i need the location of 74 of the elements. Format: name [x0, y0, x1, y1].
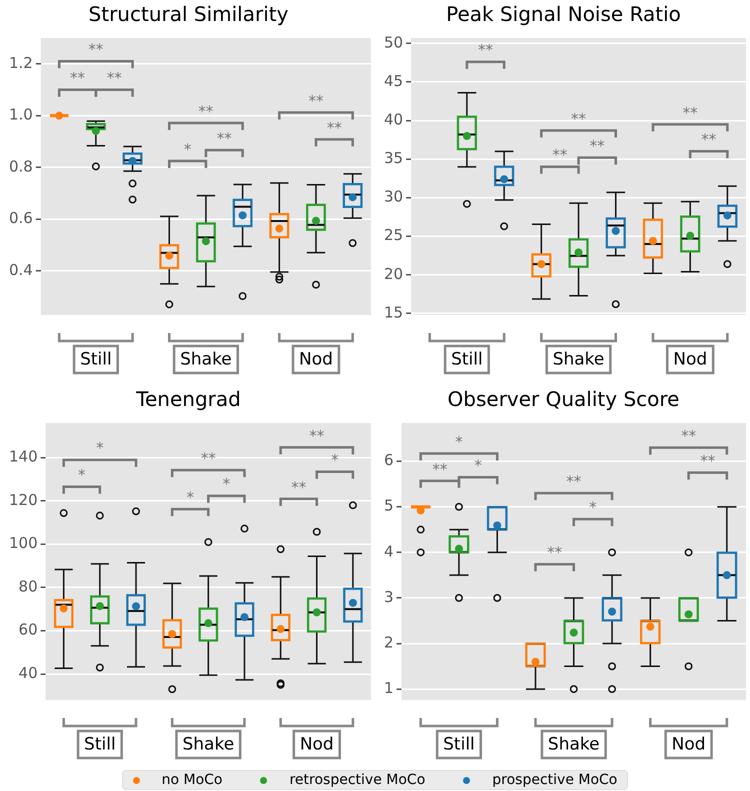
annotation: **	[200, 449, 216, 468]
chart-title: Observer Quality Score	[448, 387, 680, 412]
annotation: **	[88, 40, 104, 59]
annotation: *	[96, 439, 104, 458]
annotation: **	[590, 137, 606, 156]
x-tick-label: Shake	[548, 734, 600, 754]
y-tick-label: 1	[384, 678, 394, 697]
annotation: *	[474, 456, 482, 475]
annotation: *	[331, 451, 340, 470]
legend-label: prospective MoCo	[492, 772, 618, 788]
x-tick-label: Shake	[552, 349, 604, 370]
annotation: **	[70, 69, 86, 88]
x-tick-label: Still	[451, 349, 483, 370]
annotation: **	[552, 146, 568, 164]
annotation: *	[222, 475, 231, 494]
x-tick-label: Nod	[673, 349, 708, 370]
x-tick-label: Still	[80, 349, 112, 370]
annotation: **	[326, 118, 342, 137]
annotation: *	[78, 466, 86, 484]
annotation: **	[308, 92, 324, 110]
y-tick-label: 0.8	[8, 157, 33, 176]
y-tick-label: 25	[384, 226, 404, 244]
legend-label: retrospective MoCo	[289, 772, 426, 788]
x-tick-label: Still	[443, 734, 475, 754]
x-tick-label: Nod	[300, 734, 334, 754]
legend-label: no MoCo	[162, 772, 222, 788]
y-tick-label: 1.2	[8, 54, 33, 72]
y-tick-label: 1.0	[8, 106, 33, 124]
y-tick-label: 15	[384, 303, 404, 322]
annotation: *	[455, 432, 464, 451]
annotation: **	[700, 452, 716, 470]
y-tick-label: 40	[384, 110, 404, 128]
annotation: **	[681, 427, 697, 446]
annotation: *	[589, 498, 598, 517]
y-tick-label: 30	[384, 188, 404, 206]
annotation: **	[478, 41, 494, 60]
y-tick-label: 60	[18, 620, 38, 639]
annotation: **	[682, 104, 698, 122]
y-tick-label: 100	[8, 534, 38, 552]
x-tick-label: Nod	[299, 349, 333, 370]
y-tick-label: 140	[8, 448, 38, 466]
y-tick-label: 3	[384, 588, 394, 606]
annotation: **	[291, 478, 307, 496]
annotation: **	[432, 460, 448, 478]
chart-title: Peak Signal Noise Ratio	[446, 2, 681, 26]
y-tick-label: 20	[384, 264, 404, 283]
y-tick-label: 0.4	[8, 260, 33, 279]
annotation: **	[198, 102, 214, 120]
y-tick-label: 45	[384, 72, 404, 90]
annotation: *	[186, 488, 194, 507]
y-tick-label: 0.6	[8, 209, 33, 228]
annotation: **	[566, 472, 582, 490]
x-tick-label: Still	[84, 734, 116, 754]
y-tick-label: 5	[384, 496, 394, 515]
y-tick-label: 50	[384, 33, 404, 52]
y-tick-label: 35	[384, 149, 404, 168]
chart-title: Structural Similarity	[88, 2, 289, 26]
y-tick-label: 120	[8, 490, 38, 509]
y-tick-label: 6	[384, 451, 394, 470]
x-tick-label: Nod	[672, 734, 706, 754]
y-tick-label: 2	[384, 633, 394, 652]
annotation: **	[216, 130, 232, 148]
x-tick-label: Shake	[180, 349, 232, 370]
annotation: *	[184, 140, 192, 158]
chart-title: Tenengrad	[135, 387, 241, 412]
annotation: **	[571, 110, 587, 128]
y-tick-label: 4	[384, 542, 394, 560]
y-tick-label: 40	[18, 664, 38, 682]
x-tick-label: Shake	[182, 734, 234, 754]
annotation: **	[106, 69, 122, 88]
annotation: **	[309, 426, 325, 445]
annotation: **	[547, 544, 563, 562]
y-tick-label: 80	[18, 577, 38, 596]
annotation: **	[701, 130, 717, 149]
